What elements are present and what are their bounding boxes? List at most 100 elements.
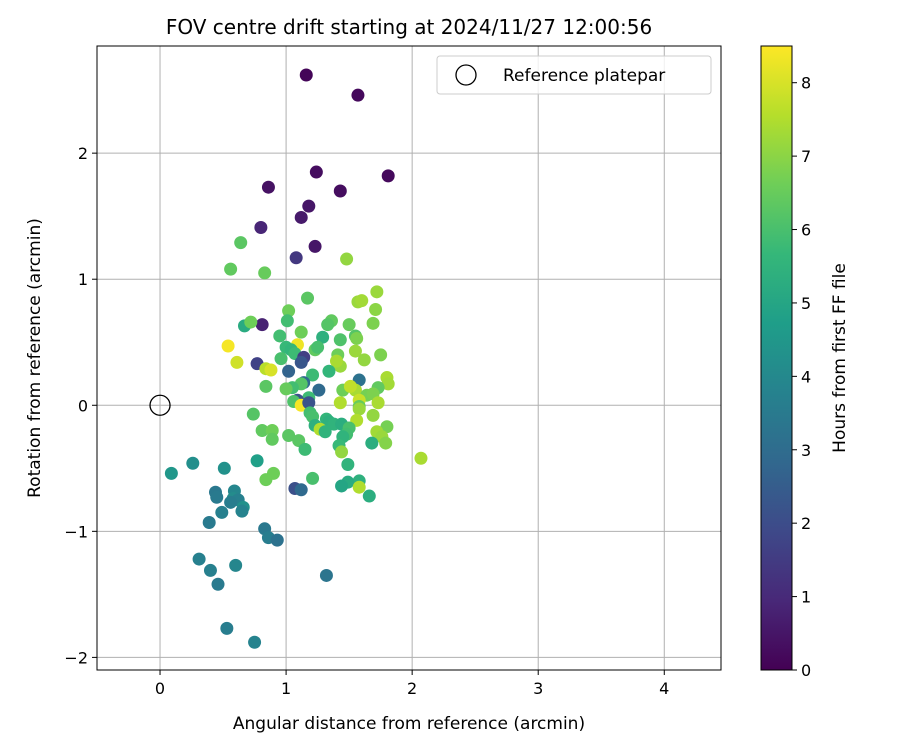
- legend-label: Reference platepar: [503, 66, 665, 86]
- y-tick-label-2: 0: [78, 396, 88, 415]
- scatter-point-6: [302, 199, 316, 213]
- scatter-point-0: [299, 68, 313, 82]
- scatter-point-59: [306, 368, 320, 382]
- scatter-point-3: [381, 169, 395, 183]
- scatter-point-81: [302, 396, 316, 410]
- scatter-point-46: [274, 352, 288, 366]
- scatter-point-30: [273, 329, 287, 343]
- scatter-point-113: [186, 456, 200, 470]
- scatter-point-146: [248, 635, 262, 649]
- scatter-point-102: [282, 429, 296, 443]
- scatter-point-70: [343, 379, 357, 393]
- colorbar-tick-label-2: 2: [801, 514, 811, 533]
- colorbar-ticks: 0 1 2 3 4 5 6 7 8: [792, 74, 811, 680]
- reference-point: [149, 394, 171, 416]
- scatter-points: [164, 68, 428, 649]
- colorbar-tick-label-7: 7: [801, 147, 811, 166]
- x-axis-ticks: 0 1 2 3 4: [155, 670, 669, 698]
- scatter-point-139: [270, 533, 284, 547]
- scatter-point-125: [294, 483, 308, 497]
- scatter-point-134: [235, 504, 249, 518]
- scatter-point-107: [379, 436, 393, 450]
- scatter-point-11: [255, 318, 269, 332]
- scatter-point-84: [246, 407, 260, 421]
- scatter-point-144: [211, 577, 225, 591]
- x-tick-label-1: 1: [281, 679, 291, 698]
- scatter-point-66: [279, 382, 293, 396]
- legend-marker: [455, 64, 477, 86]
- plot-frame: [96, 45, 722, 671]
- scatter-point-50: [294, 355, 308, 369]
- scatter-point-40: [311, 340, 325, 354]
- scatter-point-62: [381, 377, 395, 391]
- scatter-point-41: [348, 344, 362, 358]
- scatter-point-128: [210, 490, 224, 504]
- y-tick-label-3: 1: [78, 270, 88, 289]
- scatter-point-110: [335, 445, 349, 459]
- scatter-point-145: [220, 621, 234, 635]
- scatter-point-12: [234, 236, 248, 250]
- colorbar-tick-label-6: 6: [801, 221, 811, 240]
- scatter-point-15: [340, 252, 354, 266]
- colorbar-tick-label-8: 8: [801, 74, 811, 93]
- scatter-point-10: [289, 251, 303, 265]
- scatter-point-115: [217, 461, 231, 475]
- scatter-point-4: [261, 180, 275, 194]
- scatter-point-17: [301, 291, 315, 305]
- scatter-point-13: [224, 262, 238, 276]
- scatter-point-112: [250, 454, 264, 468]
- scatter-point-116: [164, 466, 178, 480]
- y-tick-label-0: −2: [64, 648, 88, 667]
- scatter-point-29: [294, 325, 308, 339]
- scatter-point-132: [224, 495, 238, 509]
- scatter-point-96: [318, 425, 332, 439]
- reference-platepar-marker: [149, 394, 171, 416]
- x-tick-label-3: 3: [533, 679, 543, 698]
- scatter-point-143: [319, 568, 333, 582]
- legend: Reference platepar: [436, 55, 712, 95]
- y-tick-label-1: −1: [64, 522, 88, 541]
- scatter-point-48: [230, 355, 244, 369]
- scatter-point-122: [335, 479, 349, 493]
- scatter-point-20: [282, 304, 296, 318]
- colorbar-tick-label-3: 3: [801, 441, 811, 460]
- chart-title: FOV centre drift starting at 2024/11/27 …: [166, 15, 652, 39]
- scatter-point-119: [259, 473, 273, 487]
- scatter-point-28: [342, 318, 356, 332]
- scatter-point-56: [322, 364, 336, 378]
- colorbar-gradient: [760, 45, 793, 671]
- scatter-point-52: [330, 354, 344, 368]
- colorbar-tick-label-0: 0: [801, 661, 811, 680]
- scatter-point-34: [333, 333, 347, 347]
- scatter-point-136: [202, 516, 216, 530]
- scatter-point-1: [351, 88, 365, 102]
- colorbar-tick-label-1: 1: [801, 588, 811, 607]
- y-axis-label: Rotation from reference (arcmin): [25, 218, 45, 498]
- scatter-point-111: [414, 451, 428, 465]
- scatter-point-14: [258, 266, 272, 280]
- scatter-point-142: [203, 563, 217, 577]
- scatter-point-47: [357, 353, 371, 367]
- scatter-point-98: [255, 423, 269, 437]
- scatter-point-31: [316, 330, 330, 344]
- scatter-point-36: [221, 339, 235, 353]
- scatter-point-82: [352, 402, 366, 416]
- scatter-point-24: [280, 314, 294, 328]
- scatter-point-78: [333, 396, 347, 410]
- scatter-point-27: [321, 318, 335, 332]
- y-tick-label-4: 2: [78, 144, 88, 163]
- scatter-point-118: [306, 471, 320, 485]
- scatter-point-130: [362, 489, 376, 503]
- scatter-point-135: [215, 505, 229, 519]
- scatter-point-44: [374, 348, 388, 362]
- scatter-point-114: [341, 458, 355, 472]
- scatter-point-21: [369, 302, 383, 316]
- scatter-point-33: [350, 331, 364, 345]
- scatter-point-141: [229, 558, 243, 572]
- y-axis-ticks: −2 −1 0 1 2: [64, 144, 97, 667]
- scatter-point-77: [371, 396, 385, 410]
- legend-box: [436, 55, 712, 95]
- grid: [97, 46, 721, 670]
- scatter-point-7: [294, 210, 308, 224]
- scatter-point-140: [192, 552, 206, 566]
